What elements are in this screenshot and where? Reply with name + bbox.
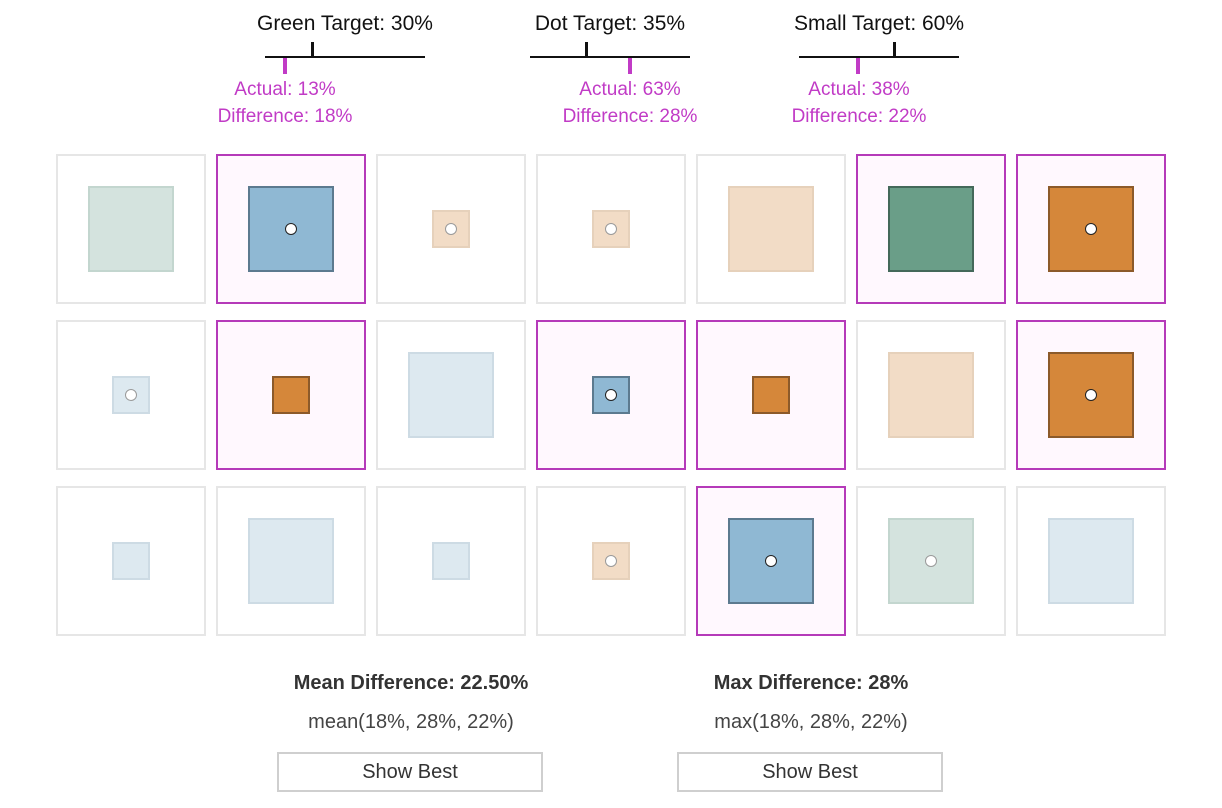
gauge-difference: Difference: 28% (562, 106, 698, 127)
grid-cell[interactable] (1016, 486, 1166, 636)
show-best-max-button[interactable]: Show Best (677, 752, 943, 792)
target-tick (311, 42, 314, 58)
grid-cell[interactable] (696, 154, 846, 304)
gauge-actual: Actual: 63% (579, 79, 681, 100)
dot-marker-icon (605, 389, 617, 401)
grid-cell[interactable] (696, 320, 846, 470)
orange-small-square (752, 376, 790, 414)
dot-marker-icon (605, 555, 617, 567)
grid-cell[interactable] (216, 154, 366, 304)
gauge-title: Small Target: 60% (793, 12, 965, 35)
grid-cell[interactable] (216, 320, 366, 470)
orange-large-square (728, 186, 814, 272)
blue-small-square (432, 542, 470, 580)
max-difference-formula: max(18%, 28%, 22%) (714, 711, 908, 733)
grid-cell[interactable] (216, 486, 366, 636)
dot-marker-icon (1085, 223, 1097, 235)
dot-marker-icon (125, 389, 137, 401)
orange-large-square (888, 352, 974, 438)
gauge-title: Dot Target: 35% (534, 12, 686, 35)
blue-large-square (408, 352, 494, 438)
show-best-mean-button[interactable]: Show Best (277, 752, 543, 792)
dot-marker-icon (445, 223, 457, 235)
gauge-scale-line (530, 56, 690, 58)
dot-marker-icon (1085, 389, 1097, 401)
grid-cell[interactable] (696, 486, 846, 636)
grid-cell[interactable] (376, 320, 526, 470)
max-difference-title: Max Difference: 28% (713, 672, 909, 694)
grid-cell[interactable] (56, 154, 206, 304)
grid-cell[interactable] (536, 154, 686, 304)
gauge-scale-line (799, 56, 959, 58)
green-target-gauge: Green Target: 30% Actual: 13% Difference… (205, 0, 485, 140)
target-tick (893, 42, 896, 58)
dot-marker-icon (765, 555, 777, 567)
orange-small-square (272, 376, 310, 414)
grid-cell[interactable] (1016, 154, 1166, 304)
green-large-square (88, 186, 174, 272)
actual-tick (283, 58, 287, 74)
green-large-square (888, 186, 974, 272)
gauge-scale-line (265, 56, 425, 58)
grid-cell[interactable] (856, 154, 1006, 304)
dot-marker-icon (925, 555, 937, 567)
grid-cell[interactable] (856, 320, 1006, 470)
grid-cell[interactable] (376, 154, 526, 304)
dot-marker-icon (285, 223, 297, 235)
grid-cell[interactable] (536, 486, 686, 636)
actual-tick (628, 58, 632, 74)
actual-tick (856, 58, 860, 74)
grid-cell[interactable] (56, 486, 206, 636)
mean-difference-formula: mean(18%, 28%, 22%) (308, 711, 514, 733)
gauge-difference: Difference: 22% (791, 106, 927, 127)
mean-difference-title: Mean Difference: 22.50% (293, 672, 529, 694)
gauge-actual: Actual: 13% (234, 79, 336, 100)
grid-cell[interactable] (56, 320, 206, 470)
gauge-difference: Difference: 18% (217, 106, 353, 127)
dot-marker-icon (605, 223, 617, 235)
max-summary: Max Difference: 28% max(18%, 28%, 22%) (676, 670, 946, 734)
grid-cell[interactable] (536, 320, 686, 470)
blue-large-square (1048, 518, 1134, 604)
gauge-actual: Actual: 38% (808, 79, 910, 100)
grid-cell[interactable] (856, 486, 1006, 636)
mean-summary: Mean Difference: 22.50% mean(18%, 28%, 2… (276, 670, 546, 734)
grid-cell[interactable] (1016, 320, 1166, 470)
blue-large-square (248, 518, 334, 604)
grid-cell[interactable] (376, 486, 526, 636)
target-tick (585, 42, 588, 58)
dot-target-gauge: Dot Target: 35% Actual: 63% Difference: … (470, 0, 750, 140)
blue-small-square (112, 542, 150, 580)
gauge-title: Green Target: 30% (257, 12, 433, 35)
small-target-gauge: Small Target: 60% Actual: 38% Difference… (739, 0, 1019, 140)
